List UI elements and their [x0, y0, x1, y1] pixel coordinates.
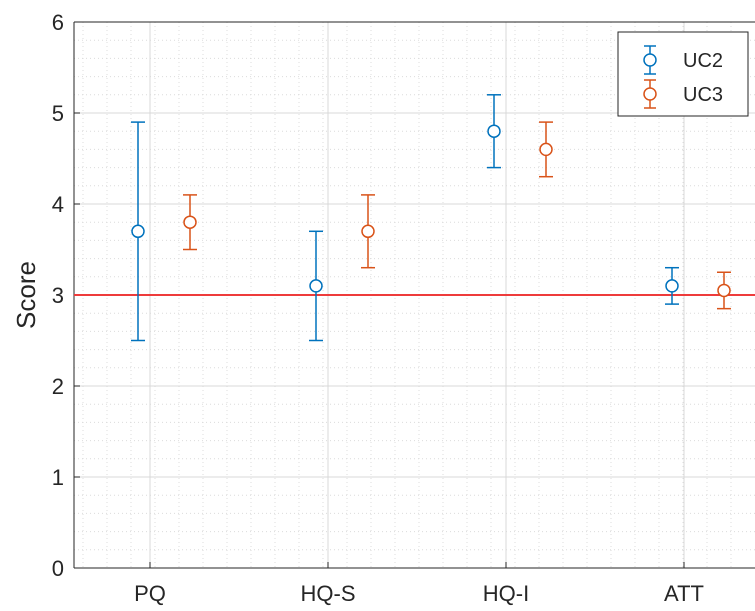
y-ticks: 0 1 2 3 4 5 6	[52, 10, 80, 581]
y-tick-label: 5	[52, 101, 64, 126]
legend-marker	[643, 53, 657, 67]
data-point	[309, 279, 323, 293]
legend-marker	[643, 87, 657, 101]
legend-box	[617, 31, 749, 117]
x-ticks: PQ HQ-S HQ-I ATT	[134, 562, 704, 606]
data-point	[131, 224, 145, 239]
series-uc3	[183, 121, 731, 310]
x-tick-label: HQ-I	[483, 581, 529, 606]
y-tick-label: 1	[52, 465, 64, 490]
data-point	[487, 124, 501, 138]
legend-entry-uc2: UC2	[643, 45, 723, 75]
legend-entry-uc3: UC3	[643, 79, 723, 109]
y-tick-label: 3	[52, 283, 64, 308]
data-point	[539, 142, 553, 157]
data-point	[665, 279, 679, 293]
y-tick-label: 6	[52, 10, 64, 35]
legend-label: UC3	[683, 84, 723, 106]
y-axis-label: Score	[11, 261, 41, 329]
series-layer	[131, 94, 731, 342]
x-tick-label: ATT	[664, 581, 704, 606]
legend-label: UC2	[683, 50, 723, 72]
y-tick-label: 4	[52, 192, 64, 217]
x-tick-label: HQ-S	[301, 581, 356, 606]
data-point	[361, 224, 375, 239]
series-uc2	[131, 94, 679, 342]
y-tick-label: 2	[52, 374, 64, 399]
y-tick-label: 0	[52, 556, 64, 581]
data-point	[717, 283, 731, 298]
data-point	[183, 215, 197, 229]
x-tick-label: PQ	[134, 581, 166, 606]
legend: UC2 UC3	[617, 31, 749, 117]
